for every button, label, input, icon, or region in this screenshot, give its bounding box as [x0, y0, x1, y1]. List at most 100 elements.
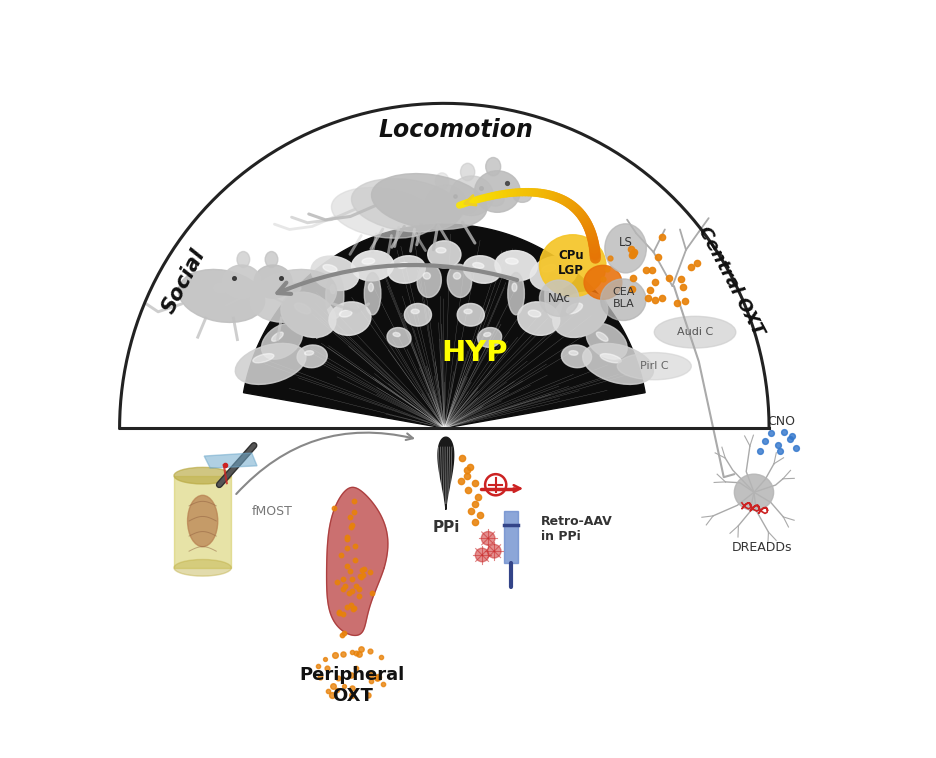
Ellipse shape [539, 235, 606, 296]
Ellipse shape [446, 265, 471, 297]
Polygon shape [204, 453, 256, 468]
Ellipse shape [235, 343, 306, 384]
Circle shape [481, 531, 494, 545]
Ellipse shape [265, 252, 278, 268]
Ellipse shape [425, 185, 466, 223]
Ellipse shape [473, 262, 483, 268]
Ellipse shape [281, 292, 335, 337]
Text: DREADDs: DREADDs [730, 541, 791, 554]
Ellipse shape [518, 302, 559, 335]
Ellipse shape [539, 280, 578, 316]
Text: fMOST: fMOST [252, 505, 292, 518]
Ellipse shape [223, 265, 260, 299]
Ellipse shape [427, 241, 461, 268]
Polygon shape [174, 476, 231, 568]
Ellipse shape [339, 310, 352, 317]
Ellipse shape [174, 559, 231, 576]
Ellipse shape [604, 224, 646, 273]
Text: Audi C: Audi C [676, 327, 712, 337]
Ellipse shape [388, 255, 425, 283]
Ellipse shape [364, 273, 381, 315]
Ellipse shape [294, 303, 311, 314]
Ellipse shape [254, 265, 292, 299]
Ellipse shape [463, 255, 501, 283]
Ellipse shape [583, 265, 622, 299]
Ellipse shape [237, 252, 249, 268]
Text: NAc: NAc [548, 292, 570, 305]
Ellipse shape [582, 343, 652, 384]
Ellipse shape [392, 333, 400, 337]
Text: CEA
BLA: CEA BLA [611, 287, 634, 309]
Ellipse shape [505, 258, 518, 265]
Text: Locomotion: Locomotion [378, 117, 533, 142]
Ellipse shape [174, 468, 231, 484]
Ellipse shape [463, 309, 472, 314]
Text: CPu
LGP: CPu LGP [558, 249, 583, 277]
Ellipse shape [178, 269, 265, 322]
Ellipse shape [617, 352, 691, 380]
Text: Retro-AAV
in PPi: Retro-AAV in PPi [540, 515, 612, 543]
Ellipse shape [528, 310, 540, 317]
Ellipse shape [397, 262, 408, 268]
Text: HYP: HYP [441, 339, 507, 367]
Ellipse shape [486, 193, 504, 206]
Text: LS: LS [618, 236, 632, 249]
Polygon shape [327, 487, 388, 635]
Ellipse shape [261, 324, 302, 359]
Ellipse shape [595, 332, 607, 341]
Ellipse shape [304, 351, 314, 356]
Ellipse shape [507, 273, 524, 315]
Text: CNO: CNO [767, 415, 795, 428]
Ellipse shape [548, 284, 554, 293]
Ellipse shape [271, 332, 283, 341]
Ellipse shape [387, 327, 411, 347]
Ellipse shape [297, 345, 327, 368]
Ellipse shape [329, 302, 371, 335]
Ellipse shape [600, 354, 621, 363]
Ellipse shape [435, 248, 446, 253]
Ellipse shape [331, 187, 436, 238]
Ellipse shape [568, 351, 578, 356]
Ellipse shape [511, 283, 517, 292]
Text: Central OXT: Central OXT [695, 223, 767, 339]
Ellipse shape [449, 176, 493, 215]
Ellipse shape [253, 354, 273, 363]
Ellipse shape [411, 309, 418, 314]
Polygon shape [437, 437, 453, 509]
Ellipse shape [361, 258, 374, 265]
Ellipse shape [541, 265, 555, 272]
Ellipse shape [460, 202, 476, 214]
Ellipse shape [485, 158, 500, 176]
Ellipse shape [474, 171, 519, 212]
Ellipse shape [351, 251, 393, 281]
Ellipse shape [417, 265, 441, 297]
Polygon shape [243, 224, 645, 428]
Ellipse shape [477, 327, 501, 347]
Text: Peripheral
OXT: Peripheral OXT [300, 666, 404, 705]
Ellipse shape [530, 256, 577, 290]
Ellipse shape [483, 333, 490, 337]
Ellipse shape [286, 283, 300, 293]
Ellipse shape [453, 273, 461, 279]
Circle shape [475, 548, 489, 562]
Circle shape [487, 544, 501, 558]
Ellipse shape [586, 324, 626, 359]
Ellipse shape [494, 251, 536, 281]
Ellipse shape [566, 303, 582, 314]
Ellipse shape [457, 303, 484, 326]
Ellipse shape [213, 283, 228, 293]
Ellipse shape [544, 274, 563, 318]
Text: Pirl C: Pirl C [639, 361, 668, 371]
Text: Social: Social [158, 245, 209, 317]
Ellipse shape [435, 173, 448, 190]
Ellipse shape [423, 273, 430, 279]
Ellipse shape [460, 163, 475, 180]
Ellipse shape [311, 256, 358, 290]
Ellipse shape [368, 283, 373, 292]
Ellipse shape [326, 274, 344, 318]
Ellipse shape [187, 495, 217, 547]
Text: PPi: PPi [431, 520, 459, 535]
Ellipse shape [600, 279, 645, 321]
Ellipse shape [561, 345, 591, 368]
Ellipse shape [351, 179, 461, 232]
